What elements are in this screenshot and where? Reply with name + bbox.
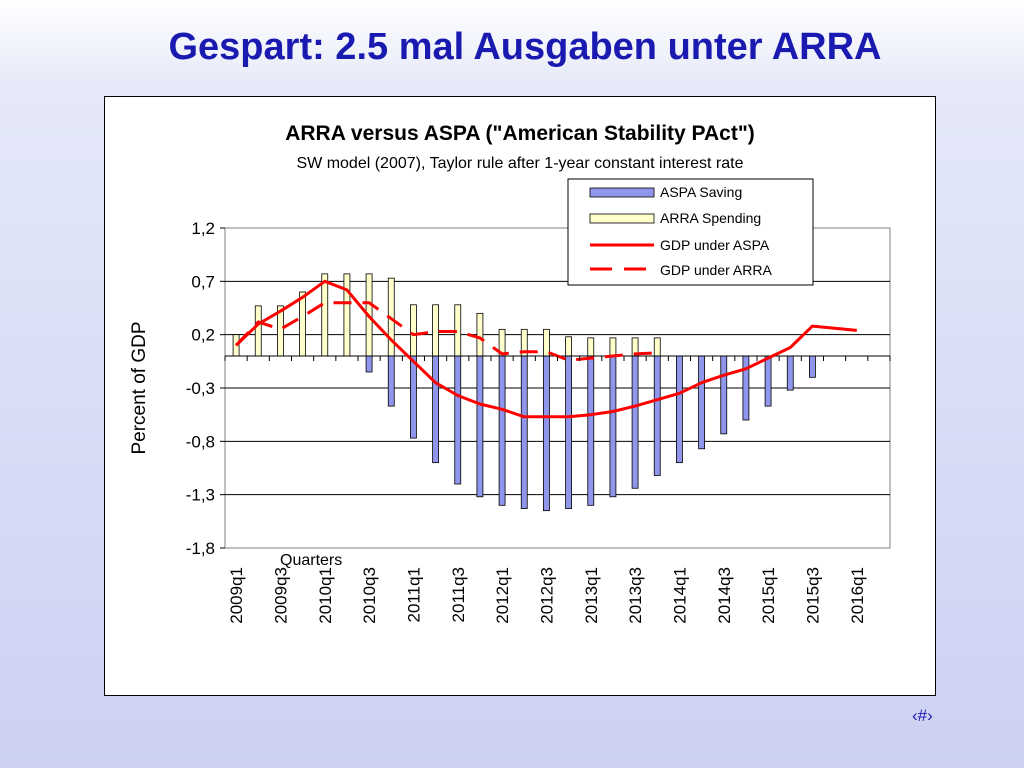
- chart-svg: ARRA versus ASPA ("American Stability PA…: [129, 122, 891, 624]
- bar-aspa-saving: [410, 355, 417, 439]
- y-tick-label: -1,8: [186, 539, 215, 558]
- bar-aspa-saving: [720, 355, 728, 435]
- bar-arra-spending: [321, 273, 329, 357]
- bar-aspa-saving: [631, 355, 639, 489]
- y-tick-label: 1,2: [191, 219, 215, 238]
- legend-label-gdp-arra: GDP under ARRA: [660, 262, 772, 278]
- bar-arra-spending: [609, 337, 617, 357]
- bar-aspa-saving: [786, 355, 794, 391]
- y-tick-label: 0,2: [191, 326, 215, 345]
- chart-container: ARRA versus ASPA ("American Stability PA…: [104, 96, 936, 696]
- bar-arra-spending: [587, 337, 595, 357]
- page-number: ‹#›: [912, 706, 933, 725]
- x-tick-label: 2014q3: [715, 567, 734, 624]
- x-tick-label: 2011q1: [404, 567, 423, 622]
- legend-label-aspa-saving: ASPA Saving: [660, 184, 742, 200]
- bar-aspa-saving: [365, 355, 373, 373]
- bar-arra-spending: [653, 337, 661, 357]
- bar-aspa-saving: [498, 355, 506, 506]
- bar-aspa-saving: [432, 355, 439, 464]
- bar-arra-spending: [254, 305, 262, 357]
- bar-aspa-saving: [764, 355, 772, 407]
- bar-arra-spending: [410, 304, 417, 357]
- bar-aspa-saving: [809, 355, 816, 378]
- x-tick-label: 2009q1: [227, 567, 246, 624]
- bar-aspa-saving: [609, 355, 617, 498]
- legend-swatch-arra-spending: [589, 213, 655, 224]
- x-tick-label: 2012q1: [493, 567, 512, 624]
- bar-aspa-saving: [520, 355, 528, 509]
- y-axis-label: Percent of GDP: [129, 321, 150, 454]
- x-axis-label: Quarters: [280, 552, 342, 569]
- bar-aspa-saving: [742, 355, 750, 421]
- x-tick-label: 2011q3: [449, 567, 468, 622]
- x-tick-label: 2013q1: [582, 567, 601, 624]
- line-layer: [235, 279, 857, 419]
- bar-arra-spending: [343, 273, 351, 357]
- bar-arra-spending: [476, 312, 484, 357]
- legend-label-gdp-aspa: GDP under ASPA: [660, 237, 770, 253]
- x-tick-label: 2010q3: [360, 567, 379, 624]
- bar-aspa-saving: [543, 355, 550, 512]
- y-tick-label: -0,3: [186, 379, 215, 398]
- bar-arra-spending: [543, 328, 550, 357]
- x-tick-layer: 2009q1 2009q3 2010q1 2010q3 2011q1 2011q3 2012…: [227, 567, 867, 624]
- bar-aspa-saving: [476, 355, 484, 498]
- bar-aspa-saving: [698, 355, 705, 450]
- bar-aspa-saving: [387, 355, 395, 407]
- x-tick-label: 2012q3: [537, 567, 556, 624]
- line-gdp-under-arra: [235, 301, 658, 362]
- legend: ASPA Saving ARRA Spending GDP under ASPA…: [567, 178, 814, 286]
- bar-arra-spending: [299, 291, 306, 357]
- x-tick-label: 2014q1: [670, 567, 689, 624]
- y-tick-label: -1,3: [186, 486, 215, 505]
- x-tick-label: 2009q3: [271, 567, 290, 624]
- bar-aspa-saving: [454, 355, 462, 485]
- legend-swatch-aspa-saving: [589, 187, 655, 198]
- x-tick-label: 2015q3: [803, 567, 822, 624]
- x-tick-label: 2010q1: [316, 567, 335, 624]
- slide-title: Gespart: 2.5 mal Ausgaben unter ARRA: [168, 26, 882, 68]
- bar-aspa-saving: [565, 355, 572, 509]
- y-tick-label: -0,8: [186, 432, 215, 451]
- bar-aspa-saving: [653, 355, 661, 476]
- line-gdp-under-aspa: [235, 279, 857, 419]
- chart-subtitle: SW model (2007), Taylor rule after 1-yea…: [296, 155, 743, 172]
- bar-arra-spending: [565, 336, 572, 357]
- chart-title: ARRA versus ASPA ("American Stability PA…: [285, 122, 755, 145]
- bar-aspa-saving: [676, 355, 683, 464]
- y-tick-label: 0,7: [191, 272, 215, 291]
- x-tick-label: 2013q3: [626, 567, 645, 624]
- bar-aspa-saving: [587, 355, 595, 506]
- bar-arra-spending: [432, 304, 439, 357]
- y-tick-layer: 1,2 0,7 0,2 -0,3 -0,8 -1,3 -1,8: [186, 219, 891, 558]
- x-tick-label: 2015q1: [759, 567, 778, 624]
- legend-label-arra-spending: ARRA Spending: [660, 210, 761, 226]
- x-tick-label: 2016q1: [848, 567, 867, 624]
